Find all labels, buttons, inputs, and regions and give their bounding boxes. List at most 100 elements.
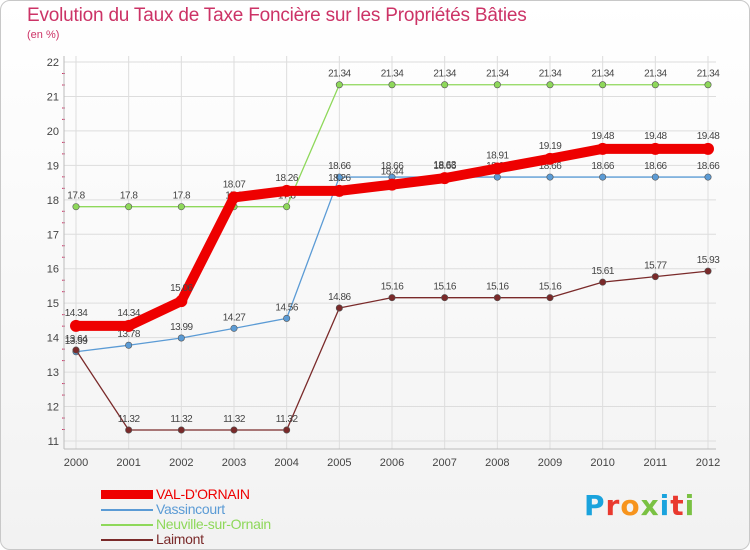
data-label-val-d-ornain: 18.44 bbox=[381, 167, 404, 178]
data-label-neuville-sur-ornain: 21.34 bbox=[591, 69, 614, 80]
y-tick-label: 20 bbox=[47, 126, 59, 138]
data-point-laimont bbox=[230, 426, 238, 434]
x-tick-label: 2000 bbox=[64, 457, 88, 469]
data-label-laimont: 15.16 bbox=[433, 282, 456, 293]
data-point-laimont bbox=[177, 426, 185, 434]
data-label-val-d-ornain: 18.63 bbox=[433, 160, 456, 171]
data-point-val-d-ornain bbox=[596, 142, 609, 155]
data-label-laimont: 13.64 bbox=[65, 334, 88, 345]
legend-item: Neuville-sur-Ornain bbox=[101, 517, 271, 532]
data-point-val-d-ornain bbox=[386, 178, 398, 191]
y-tick-label: 18 bbox=[47, 195, 59, 207]
y-tick-label: 22 bbox=[47, 57, 59, 69]
data-point-val-d-ornain bbox=[122, 319, 135, 332]
data-point-val-d-ornain bbox=[175, 295, 188, 308]
data-label-laimont: 11.32 bbox=[170, 414, 193, 425]
x-tick-label: 2011 bbox=[644, 457, 668, 469]
data-point-laimont bbox=[493, 294, 501, 302]
y-tick-label: 13 bbox=[47, 367, 59, 379]
data-label-neuville-sur-ornain: 17.8 bbox=[67, 191, 85, 202]
data-label-vassincourt: 18.66 bbox=[644, 161, 667, 172]
legend-swatch bbox=[101, 538, 153, 541]
data-point-vassincourt bbox=[704, 173, 712, 181]
data-label-laimont: 11.32 bbox=[118, 414, 141, 425]
data-label-val-d-ornain: 14.34 bbox=[65, 308, 88, 319]
y-tick-label: 15 bbox=[47, 298, 59, 310]
data-label-laimont: 15.16 bbox=[539, 282, 562, 293]
data-point-val-d-ornain bbox=[702, 142, 714, 155]
x-tick-label: 2007 bbox=[432, 457, 456, 469]
data-label-vassincourt: 18.66 bbox=[381, 161, 404, 172]
data-label-vassincourt: 18.66 bbox=[539, 161, 562, 172]
data-point-neuville-sur-ornain bbox=[388, 81, 396, 89]
data-point-neuville-sur-ornain bbox=[441, 81, 449, 89]
data-label-neuville-sur-ornain: 21.34 bbox=[644, 69, 667, 80]
data-label-laimont: 15.93 bbox=[697, 255, 720, 266]
data-point-laimont bbox=[335, 304, 343, 312]
logo-letter: r bbox=[605, 489, 621, 522]
data-point-val-d-ornain bbox=[70, 319, 82, 332]
data-point-laimont bbox=[704, 267, 712, 275]
data-label-vassincourt: 18.66 bbox=[328, 161, 351, 172]
data-label-val-d-ornain: 19.48 bbox=[644, 131, 667, 142]
data-point-vassincourt bbox=[493, 173, 501, 181]
data-point-laimont bbox=[599, 278, 607, 286]
data-label-laimont: 14.86 bbox=[328, 292, 351, 303]
data-point-laimont bbox=[125, 426, 133, 434]
chart-unit-label: (en %) bbox=[27, 29, 60, 41]
data-point-neuville-sur-ornain bbox=[546, 81, 554, 89]
data-point-vassincourt bbox=[283, 314, 291, 322]
data-label-val-d-ornain: 19.48 bbox=[591, 131, 614, 142]
data-label-neuville-sur-ornain: 21.34 bbox=[697, 69, 720, 80]
legend-item: Laimont bbox=[101, 532, 271, 547]
data-label-val-d-ornain: 18.91 bbox=[486, 150, 509, 161]
data-point-vassincourt bbox=[230, 324, 238, 332]
data-label-laimont: 15.16 bbox=[381, 282, 404, 293]
data-point-val-d-ornain bbox=[333, 184, 346, 197]
data-point-val-d-ornain bbox=[491, 162, 504, 175]
data-point-vassincourt bbox=[177, 334, 185, 342]
data-point-neuville-sur-ornain bbox=[599, 81, 607, 89]
data-label-neuville-sur-ornain: 21.34 bbox=[328, 69, 351, 80]
x-tick-label: 2008 bbox=[485, 457, 509, 469]
data-label-vassincourt: 14.56 bbox=[275, 302, 298, 313]
data-label-laimont: 15.16 bbox=[486, 282, 509, 293]
y-tick-label: 17 bbox=[47, 229, 59, 241]
data-point-vassincourt bbox=[651, 173, 659, 181]
legend-swatch bbox=[101, 523, 153, 526]
data-label-laimont: 11.32 bbox=[223, 414, 246, 425]
data-point-laimont bbox=[283, 426, 291, 434]
x-tick-label: 2003 bbox=[222, 457, 246, 469]
legend-swatch bbox=[101, 508, 153, 511]
data-label-laimont: 11.32 bbox=[276, 414, 299, 425]
logo-letter: x bbox=[640, 489, 660, 522]
data-label-val-d-ornain: 19.19 bbox=[539, 141, 562, 152]
data-point-vassincourt bbox=[546, 173, 554, 181]
proxiti-logo: Proxiti bbox=[584, 489, 695, 522]
data-label-laimont: 15.77 bbox=[644, 261, 667, 272]
data-label-laimont: 15.61 bbox=[591, 266, 614, 277]
data-point-neuville-sur-ornain bbox=[283, 203, 291, 211]
y-tick-label: 12 bbox=[47, 402, 59, 414]
x-tick-label: 2012 bbox=[696, 457, 720, 469]
x-tick-label: 2002 bbox=[169, 457, 193, 469]
data-point-val-d-ornain bbox=[438, 172, 451, 185]
chart-title: Evolution du Taux de Taxe Foncière sur l… bbox=[27, 5, 527, 26]
legend-label: Vassincourt bbox=[156, 501, 225, 517]
legend-item: Vassincourt bbox=[101, 502, 271, 517]
chart-legend: VAL-D'ORNAIN Vassincourt Neuville-sur-Orna… bbox=[101, 487, 271, 547]
data-point-laimont bbox=[72, 346, 80, 354]
logo-letter: t bbox=[670, 489, 685, 522]
y-tick-label: 11 bbox=[48, 436, 59, 448]
data-label-vassincourt: 13.99 bbox=[170, 322, 193, 333]
data-label-val-d-ornain: 19.48 bbox=[697, 131, 720, 142]
x-tick-label: 2001 bbox=[116, 457, 140, 469]
logo-letter: o bbox=[620, 489, 641, 522]
y-tick-label: 14 bbox=[47, 333, 59, 345]
x-tick-label: 2010 bbox=[590, 457, 614, 469]
data-label-val-d-ornain: 14.34 bbox=[117, 308, 140, 319]
data-label-neuville-sur-ornain: 21.34 bbox=[381, 69, 404, 80]
data-point-vassincourt bbox=[599, 173, 607, 181]
